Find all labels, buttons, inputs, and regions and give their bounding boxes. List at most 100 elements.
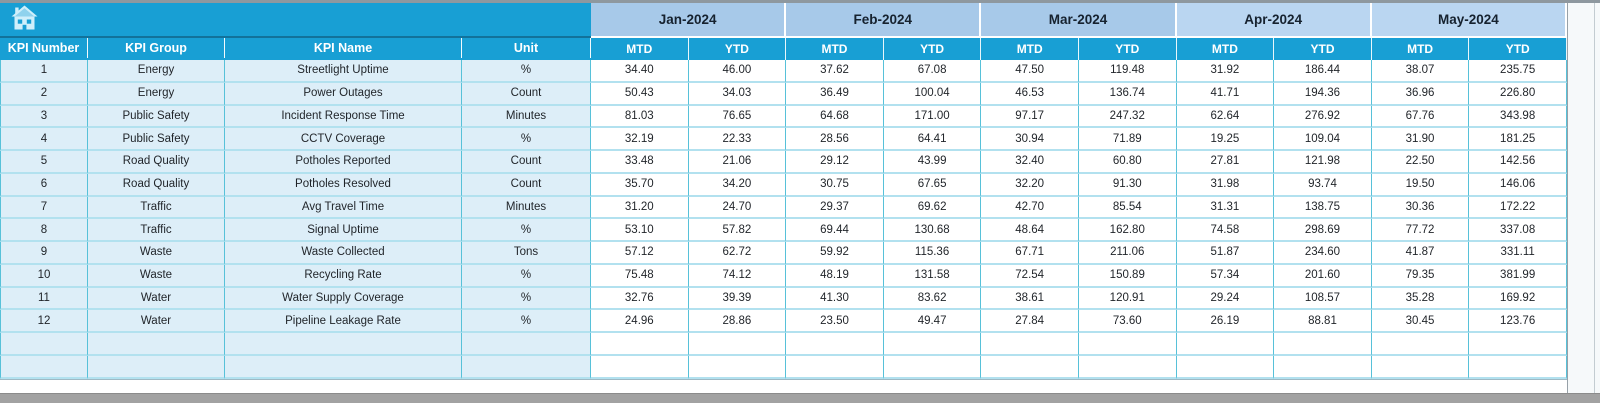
value-cell[interactable]: 64.41 xyxy=(883,128,982,151)
value-cell[interactable]: 34.03 xyxy=(688,82,787,106)
value-cell[interactable]: 69.62 xyxy=(883,196,982,220)
value-cell[interactable]: 91.30 xyxy=(1078,173,1177,197)
kpi-group-cell[interactable]: Water xyxy=(88,287,225,311)
value-cell[interactable]: 130.68 xyxy=(883,219,982,242)
kpi-number-cell[interactable]: 8 xyxy=(0,219,88,242)
value-cell[interactable]: 33.48 xyxy=(591,151,689,174)
value-cell[interactable]: 108.57 xyxy=(1274,287,1372,311)
value-cell[interactable]: 337.08 xyxy=(1469,219,1567,242)
value-cell[interactable]: 211.06 xyxy=(1078,242,1177,265)
kpi-number-cell[interactable]: 7 xyxy=(0,196,88,220)
empty-cell[interactable] xyxy=(88,333,225,356)
value-cell[interactable]: 32.76 xyxy=(591,287,689,311)
kpi-number-cell[interactable]: 4 xyxy=(0,128,88,151)
header-unit[interactable]: Unit xyxy=(462,38,591,58)
value-cell[interactable]: 38.61 xyxy=(981,287,1079,311)
header-kpi-group[interactable]: KPI Group xyxy=(88,38,225,58)
value-cell[interactable]: 30.94 xyxy=(981,128,1079,151)
value-cell[interactable]: 39.39 xyxy=(688,287,787,311)
value-cell[interactable]: 38.07 xyxy=(1371,60,1470,83)
right-scroll-gutter[interactable] xyxy=(1567,3,1600,393)
value-cell[interactable]: 47.50 xyxy=(981,60,1079,83)
value-cell[interactable]: 115.36 xyxy=(883,242,982,265)
header-kpi-number[interactable]: KPI Number xyxy=(0,38,88,58)
value-cell[interactable]: 76.65 xyxy=(688,105,787,129)
empty-cell[interactable] xyxy=(591,356,689,379)
value-cell[interactable]: 35.70 xyxy=(591,173,689,197)
empty-cell[interactable] xyxy=(1078,356,1177,379)
value-cell[interactable]: 26.19 xyxy=(1176,310,1275,333)
value-cell[interactable]: 21.06 xyxy=(688,151,787,174)
unit-cell[interactable]: Tons xyxy=(462,242,591,265)
value-cell[interactable]: 67.76 xyxy=(1371,105,1470,129)
value-cell[interactable]: 30.36 xyxy=(1371,196,1470,220)
value-cell[interactable]: 298.69 xyxy=(1274,219,1372,242)
value-cell[interactable]: 186.44 xyxy=(1274,60,1372,83)
value-cell[interactable]: 34.40 xyxy=(591,60,689,83)
kpi-name-cell[interactable]: Recycling Rate xyxy=(225,264,462,288)
value-cell[interactable]: 37.62 xyxy=(786,60,884,83)
kpi-group-cell[interactable]: Public Safety xyxy=(88,105,225,129)
empty-cell[interactable] xyxy=(1371,333,1470,356)
empty-cell[interactable] xyxy=(0,333,88,356)
value-cell[interactable]: 34.20 xyxy=(688,173,787,197)
value-cell[interactable]: 57.12 xyxy=(591,242,689,265)
value-cell[interactable]: 64.68 xyxy=(786,105,884,129)
value-cell[interactable]: 41.30 xyxy=(786,287,884,311)
mtd-header[interactable]: MTD xyxy=(1372,38,1470,60)
unit-cell[interactable]: Count xyxy=(462,151,591,174)
kpi-name-cell[interactable]: Potholes Resolved xyxy=(225,173,462,197)
ytd-header[interactable]: YTD xyxy=(1079,38,1177,60)
kpi-group-cell[interactable]: Waste xyxy=(88,264,225,288)
value-cell[interactable]: 235.75 xyxy=(1469,60,1567,83)
unit-cell[interactable]: % xyxy=(462,60,591,83)
kpi-group-cell[interactable]: Energy xyxy=(88,60,225,83)
header-kpi-name[interactable]: KPI Name xyxy=(225,38,462,58)
value-cell[interactable]: 276.92 xyxy=(1274,105,1372,129)
ytd-header[interactable]: YTD xyxy=(1274,38,1372,60)
kpi-group-cell[interactable]: Waste xyxy=(88,242,225,265)
value-cell[interactable]: 81.03 xyxy=(591,105,689,129)
value-cell[interactable]: 146.06 xyxy=(1469,173,1567,197)
empty-cell[interactable] xyxy=(1176,333,1275,356)
value-cell[interactable]: 28.86 xyxy=(688,310,787,333)
value-cell[interactable]: 121.98 xyxy=(1274,151,1372,174)
kpi-name-cell[interactable]: CCTV Coverage xyxy=(225,128,462,151)
value-cell[interactable]: 247.32 xyxy=(1078,105,1177,129)
mtd-header[interactable]: MTD xyxy=(591,38,689,60)
value-cell[interactable]: 41.71 xyxy=(1176,82,1275,106)
value-cell[interactable]: 19.50 xyxy=(1371,173,1470,197)
value-cell[interactable]: 171.00 xyxy=(883,105,982,129)
empty-cell[interactable] xyxy=(462,356,591,379)
empty-cell[interactable] xyxy=(688,333,787,356)
value-cell[interactable]: 120.91 xyxy=(1078,287,1177,311)
ytd-header[interactable]: YTD xyxy=(689,38,787,60)
value-cell[interactable]: 172.22 xyxy=(1469,196,1567,220)
month-header[interactable]: Jan-2024 xyxy=(591,3,787,38)
value-cell[interactable]: 31.98 xyxy=(1176,173,1275,197)
value-cell[interactable]: 169.92 xyxy=(1469,287,1567,311)
kpi-name-cell[interactable]: Power Outages xyxy=(225,82,462,106)
empty-cell[interactable] xyxy=(1176,356,1275,379)
unit-cell[interactable]: % xyxy=(462,310,591,333)
value-cell[interactable]: 22.33 xyxy=(688,128,787,151)
kpi-group-cell[interactable]: Traffic xyxy=(88,219,225,242)
value-cell[interactable]: 142.56 xyxy=(1469,151,1567,174)
empty-cell[interactable] xyxy=(786,356,884,379)
kpi-name-cell[interactable]: Potholes Reported xyxy=(225,151,462,174)
value-cell[interactable]: 83.62 xyxy=(883,287,982,311)
kpi-name-cell[interactable]: Incident Response Time xyxy=(225,105,462,129)
value-cell[interactable]: 62.64 xyxy=(1176,105,1275,129)
mtd-header[interactable]: MTD xyxy=(981,38,1079,60)
value-cell[interactable]: 88.81 xyxy=(1274,310,1372,333)
value-cell[interactable]: 93.74 xyxy=(1274,173,1372,197)
empty-cell[interactable] xyxy=(1469,333,1567,356)
empty-cell[interactable] xyxy=(883,333,982,356)
value-cell[interactable]: 23.50 xyxy=(786,310,884,333)
month-header[interactable]: Apr-2024 xyxy=(1176,3,1372,38)
month-header[interactable]: Mar-2024 xyxy=(981,3,1177,38)
value-cell[interactable]: 67.71 xyxy=(981,242,1079,265)
kpi-name-cell[interactable]: Signal Uptime xyxy=(225,219,462,242)
value-cell[interactable]: 36.96 xyxy=(1371,82,1470,106)
value-cell[interactable]: 30.75 xyxy=(786,173,884,197)
